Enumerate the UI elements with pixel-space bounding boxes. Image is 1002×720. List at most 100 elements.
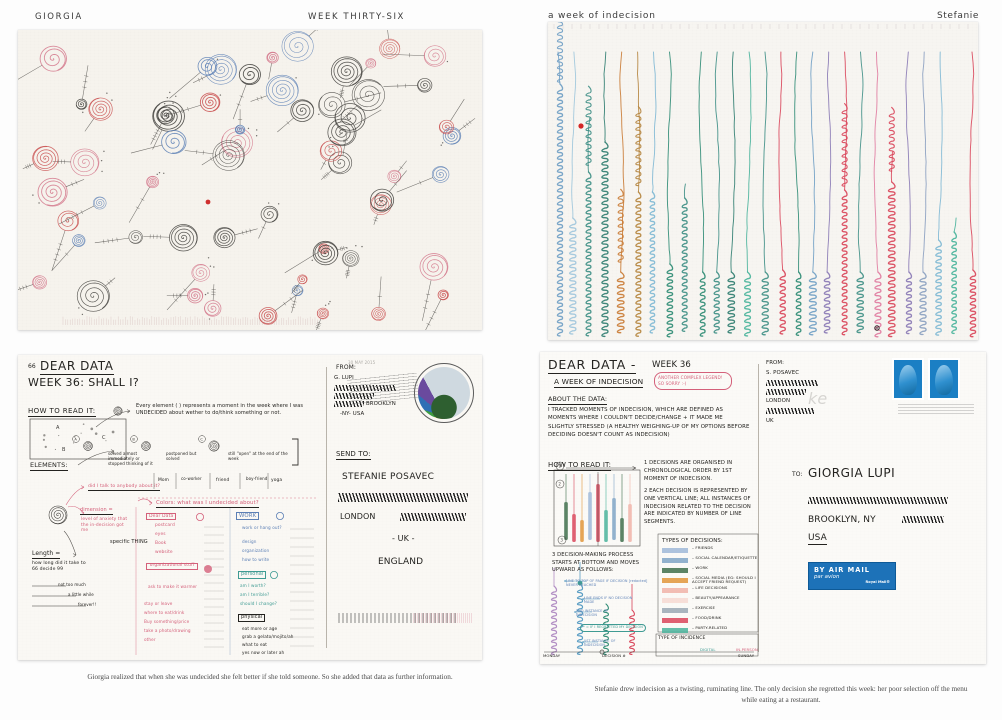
group-2-item-0: work or hang out? xyxy=(242,525,282,530)
from-country-left: -NY- USA xyxy=(340,411,365,417)
incidence-item-1: IN-PERSON xyxy=(736,647,758,652)
legend-swatch-0 xyxy=(662,548,688,553)
group-1-item-2: where to eat/drink xyxy=(144,610,185,615)
length-scale-1: a little while xyxy=(68,592,94,597)
redacted-from-1-right xyxy=(766,380,818,386)
group-dear-data-label: Dear Data xyxy=(146,513,177,521)
group-3-item-2: should I change? xyxy=(240,601,278,606)
legend-swatch-8 xyxy=(662,628,688,633)
group-4-item-3: yes now or later ah xyxy=(242,650,285,655)
postmark-waves-right xyxy=(898,402,974,414)
svg-text:2: 2 xyxy=(558,482,561,487)
axis-label-decision: DECISION # xyxy=(602,653,626,658)
header-a-week-of-indecision: a week of indecision xyxy=(548,11,656,21)
barcode-left xyxy=(338,613,456,623)
postage-stamp-2 xyxy=(928,358,960,400)
elements-label: ELEMENTS: xyxy=(30,461,68,471)
how-to-read-label-left: HOW TO READ IT: xyxy=(28,407,96,418)
annotation-2: 2ND INSTANCE OF INDECISION xyxy=(576,609,609,617)
group-0-item-3: website xyxy=(155,550,173,555)
postcard-giorgia: 66 DEAR DATA WEEK 36: SHALL I? HOW TO RE… xyxy=(18,355,482,660)
to-country-left: ENGLAND xyxy=(378,557,424,567)
air-mail-line3: Royal Mail® xyxy=(865,580,890,584)
postmark-circle-left xyxy=(414,363,474,423)
legend-swatch-5 xyxy=(662,598,688,603)
svg-text:1: 1 xyxy=(558,464,561,469)
length-text: how long did it take to 66 decide 99 xyxy=(32,561,86,572)
postcard-stefanie: 1 2 3 DEAR DATA - WEEK 36 A WEEK OF INDECI… xyxy=(540,352,986,664)
group-0-item-2: Book xyxy=(155,541,167,546)
legend-swatch-1 xyxy=(662,558,688,563)
redacted-to-2-right xyxy=(902,516,944,523)
length-scale-2: forever!! xyxy=(78,602,97,607)
axis-label-monday: MONDAY xyxy=(543,653,561,658)
group-4-item-2: what to eat xyxy=(242,642,268,647)
redacted-from-3-right xyxy=(766,408,814,414)
incidence-label: TYPE OF INCIDENCE xyxy=(658,636,706,641)
group-3-item-0: am I worth? xyxy=(240,583,266,588)
header-week: WEEK THIRTY-SIX xyxy=(308,12,405,22)
legend-label-4: – LIFE DECISIONS xyxy=(692,584,728,590)
postcard-right-subtitle: A WEEK OF INDECISION xyxy=(554,377,644,388)
about-label-right: ABOUT THE DATA: xyxy=(548,395,608,405)
group-3-item-1: am I terrible? xyxy=(240,592,270,597)
group-work-label: WORK xyxy=(236,512,260,521)
group-2-item-1: design xyxy=(242,539,257,544)
axis-label-sunday: SUNDAY xyxy=(738,653,755,658)
legend-label-6: – EXERCISE xyxy=(692,604,716,610)
caption-right: Stefanie drew indecision as a twisting, … xyxy=(594,685,968,704)
from-city-left: BROOKLYN xyxy=(366,401,396,407)
to-country-right: USA xyxy=(808,533,827,545)
group-2-item-3: how to write xyxy=(242,557,270,562)
element-note-a: solved almost immediately or stopped thi… xyxy=(108,451,153,467)
annotation-1: LINE ENDS IF NO DECISION MADE xyxy=(584,596,633,604)
group-0-item-0: postcard xyxy=(155,523,175,528)
svg-text:A: A xyxy=(56,425,60,431)
air-mail-line1: BY AIR MAIL xyxy=(814,566,870,574)
postcard-right-title: DEAR DATA - xyxy=(548,357,637,374)
svg-text:C: C xyxy=(200,438,203,442)
from-city-right: LONDON xyxy=(766,398,791,404)
element-note-c: still "open" at the end of the week xyxy=(228,451,288,462)
group-1-item-1: stay or leave xyxy=(144,601,173,606)
group-1-item-5: other xyxy=(144,637,156,642)
group-1-item-4: take a photo/drawing xyxy=(144,628,191,633)
svg-text:3: 3 xyxy=(560,538,563,543)
ruminating-lines xyxy=(553,22,977,338)
to-label-right: TO: xyxy=(792,471,803,478)
legend-label-3: – SOCIAL MEDIA (EG: SHOULD I ACCEPT FRIE… xyxy=(692,574,756,585)
right-card-drawing: 1 2 3 xyxy=(544,461,759,657)
dimension-label: dimension = xyxy=(80,507,113,516)
left-card-drawing: A B C A B C xyxy=(29,406,318,655)
element-note-b: postponed but solved xyxy=(166,451,197,462)
air-mail-line2: par avion xyxy=(814,574,840,580)
talk-option-1: co-worker xyxy=(181,476,202,481)
artwork-giorgia xyxy=(18,30,482,330)
header-stefanie: Stefanie xyxy=(936,11,979,21)
specific-thing-label-1: specific THING xyxy=(110,539,148,545)
process-note-right: 3 DECISION-MAKING PROCESS STARTS AT BOTT… xyxy=(552,552,640,574)
spiral-field xyxy=(18,30,476,330)
redacted-to-2-left xyxy=(400,513,466,521)
group-1-item-3: Buy something/price xyxy=(144,619,190,624)
postcard-left-subtitle: WEEK 36: SHALL I? xyxy=(28,376,140,389)
talk-option-3: boy-friend xyxy=(246,476,268,481)
from-label-left: FROM: xyxy=(336,364,357,371)
about-body-right: I TRACKED MOMENTS OF INDECISION, WHICH A… xyxy=(548,407,750,439)
header-giorgia: GIORGIA xyxy=(35,12,83,22)
length-label: Length = xyxy=(32,550,61,560)
legend-swatch-3 xyxy=(662,578,688,583)
talk-option-2: friend xyxy=(216,478,230,483)
redacted-from-2-right xyxy=(766,389,806,395)
redacted-to-1-left xyxy=(338,493,468,502)
how-to-read-label-right: HOW TO READ IT: xyxy=(548,461,612,472)
date-mark-left: 30 MAY 2015 xyxy=(348,360,376,365)
how-to-read-item-1: 1 DECISIONS ARE ORGANISED IN CHRONOLOGIC… xyxy=(644,460,733,482)
redacted-to-1-right xyxy=(808,497,948,504)
talk-option-4: yoga xyxy=(271,478,283,483)
svg-text:C: C xyxy=(102,435,106,441)
svg-text:A: A xyxy=(74,438,77,442)
group-1-item-0: ask to make it warmer xyxy=(148,584,198,589)
group-2-item-2: organization xyxy=(242,548,270,553)
